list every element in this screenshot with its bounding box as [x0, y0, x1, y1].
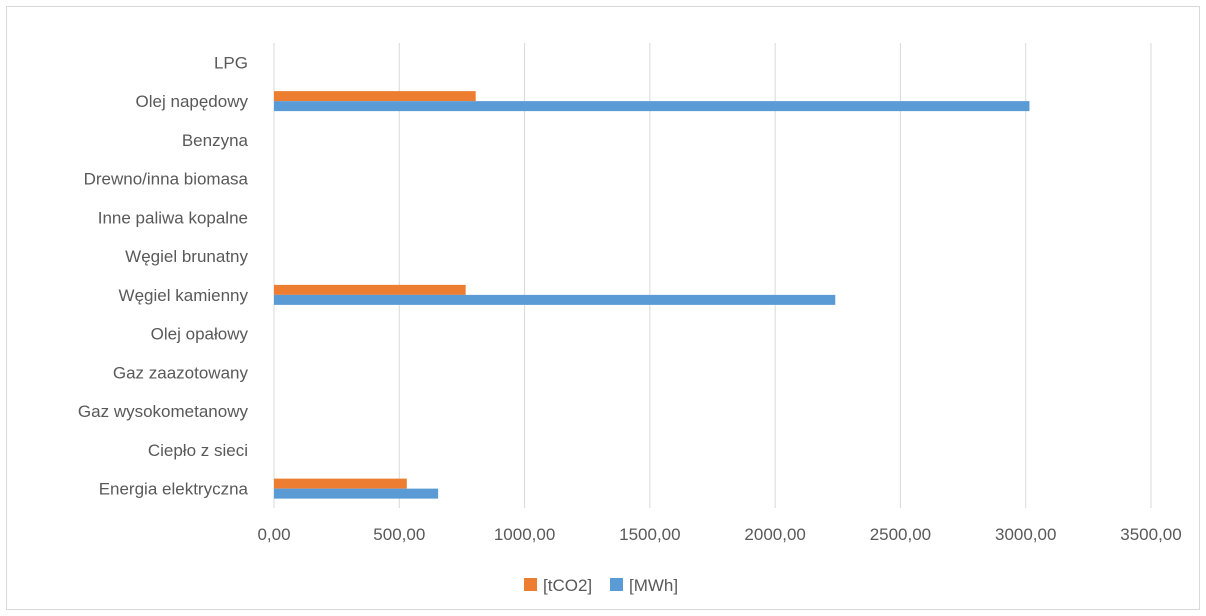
legend-label-tco2: [tCO2] — [543, 576, 592, 595]
category-label: Gaz zaazotowany — [113, 363, 249, 382]
category-label: Ciepło z sieci — [148, 441, 248, 460]
x-tick-label: 500,00 — [373, 525, 425, 544]
category-label: Olej opałowy — [151, 325, 249, 344]
x-tick-label: 2500,00 — [870, 525, 931, 544]
category-label: LPG — [214, 53, 248, 72]
category-label: Benzyna — [182, 131, 249, 150]
category-label: Gaz wysokometanowy — [78, 402, 249, 421]
legend-label-mwh: [MWh] — [629, 576, 678, 595]
bars — [274, 91, 1030, 499]
category-label: Węgiel kamienny — [119, 286, 249, 305]
category-label: Energia elektryczna — [99, 480, 249, 499]
legend: [tCO2] [MWh] — [524, 576, 678, 595]
category-label: Drewno/inna biomasa — [84, 170, 249, 189]
x-tick-label: 3000,00 — [995, 525, 1056, 544]
legend-swatch-mwh — [610, 578, 623, 591]
bar-mwh — [274, 101, 1030, 112]
category-label: Węgiel brunatny — [125, 247, 248, 266]
category-labels: LPG Olej napędowy Benzyna Drewno/inna bioma… — [78, 53, 249, 498]
x-tick-labels: 0,00 500,00 1000,00 1500,00 2000,00 2500,00 30… — [257, 525, 1181, 544]
legend-swatch-tco2 — [524, 578, 537, 591]
category-label: Inne paliwa kopalne — [98, 208, 248, 227]
category-label: Olej napędowy — [136, 92, 249, 111]
x-tick-label: 2000,00 — [744, 525, 805, 544]
bar-mwh — [274, 488, 439, 499]
x-tick-label: 1000,00 — [494, 525, 555, 544]
x-tick-label: 1500,00 — [619, 525, 680, 544]
bar-mwh — [274, 294, 836, 305]
bar-tco2 — [274, 91, 476, 102]
gridlines — [273, 43, 1152, 508]
bar-tco2 — [274, 478, 407, 489]
x-tick-label: 0,00 — [257, 525, 290, 544]
bar-tco2 — [274, 284, 466, 295]
x-tick-label: 3500,00 — [1120, 525, 1181, 544]
